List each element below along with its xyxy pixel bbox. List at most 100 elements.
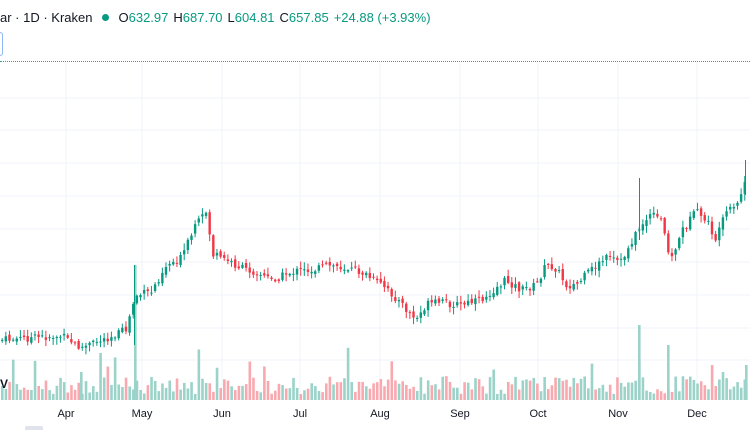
- candle-body: [437, 298, 441, 303]
- volume-bar: [721, 372, 725, 400]
- volume-bar: [22, 387, 26, 400]
- candle-body: [335, 263, 339, 267]
- candle-body: [485, 296, 488, 300]
- x-tick-label: Jul: [293, 408, 307, 420]
- volume-bar: [590, 363, 594, 400]
- candle-body: [135, 295, 139, 304]
- candle-body: [710, 221, 714, 235]
- volume-bar: [274, 390, 277, 400]
- candle-body: [241, 264, 244, 268]
- candle-body: [572, 283, 575, 290]
- candle-body: [379, 278, 382, 283]
- volume-bar: [124, 377, 128, 400]
- candle-body: [157, 282, 160, 284]
- candle-body: [1, 339, 4, 341]
- volume-bar: [139, 389, 142, 400]
- volume-bar: [517, 389, 521, 400]
- candle-body: [70, 339, 73, 343]
- low-value: 604.81: [234, 9, 275, 25]
- volume-bar: [401, 381, 404, 400]
- volume-bar: [408, 388, 412, 400]
- candle-body: [743, 181, 746, 194]
- candle-body: [252, 271, 255, 275]
- candle-body: [233, 259, 237, 268]
- scroll-handle[interactable]: [25, 426, 43, 430]
- candle-body: [277, 279, 281, 281]
- volume-bar: [670, 391, 674, 400]
- candle-body: [51, 338, 55, 340]
- candle-body: [212, 235, 215, 257]
- candle-body: [321, 264, 324, 266]
- volume-bar: [579, 378, 583, 400]
- change-value: +24.88 (+3.93%): [333, 9, 431, 25]
- volume-bar: [102, 377, 106, 400]
- volume-bar: [372, 383, 375, 400]
- candle-body: [663, 218, 666, 234]
- volume-bar: [73, 389, 77, 400]
- volume-bar: [452, 387, 455, 400]
- volume-bar: [33, 360, 37, 400]
- x-tick-label: Apr: [57, 408, 74, 420]
- volume-bar: [248, 361, 252, 400]
- candle-body: [641, 224, 645, 231]
- candle-body: [554, 269, 557, 272]
- volume-bar: [557, 378, 561, 400]
- volume-bar: [663, 393, 667, 400]
- volume-bar: [725, 378, 728, 400]
- candle-body: [179, 254, 182, 265]
- volume-bar: [470, 389, 474, 400]
- close-label: C: [279, 9, 289, 25]
- volume-bar: [153, 380, 157, 400]
- volume-bar: [128, 386, 131, 400]
- indicator-toggle-button[interactable]: [0, 32, 3, 56]
- volume-bar: [375, 382, 379, 400]
- symbol-title[interactable]: ar · 1D · Kraken: [0, 9, 93, 25]
- volume-bar: [44, 380, 48, 400]
- volume-bar: [146, 385, 150, 400]
- volume-bar: [80, 372, 83, 400]
- close-value: 657.85: [288, 9, 329, 25]
- candle-body: [33, 334, 37, 336]
- candle-body: [44, 337, 48, 340]
- candle-body: [568, 285, 572, 289]
- candle-body: [707, 220, 710, 222]
- candle-body: [248, 267, 251, 273]
- candle-body: [415, 317, 419, 319]
- candle-body: [139, 295, 142, 298]
- candle-body: [492, 293, 495, 298]
- candle-body: [175, 262, 179, 264]
- volume-bar: [310, 383, 313, 400]
- volume-bar: [736, 382, 739, 400]
- candle-body: [77, 341, 80, 349]
- candle-body: [634, 231, 637, 245]
- candle-body: [146, 289, 149, 292]
- candle-body: [397, 300, 401, 302]
- current-price-line: [0, 61, 750, 62]
- volume-bar: [193, 393, 197, 400]
- volume-bar: [477, 379, 481, 400]
- candle-body: [223, 255, 226, 258]
- candle-body: [692, 211, 695, 218]
- volume-bar: [183, 382, 186, 400]
- volume-bar: [623, 386, 627, 400]
- low-label: L: [227, 9, 235, 25]
- volume-bar: [230, 386, 233, 400]
- candle-body: [459, 302, 463, 304]
- candle-body: [714, 233, 717, 241]
- volume-bar: [703, 385, 707, 400]
- candle-body: [361, 272, 364, 275]
- volume-bar: [641, 377, 645, 400]
- volume-bar: [481, 386, 485, 400]
- candle-body: [66, 335, 69, 338]
- x-tick-label: Dec: [687, 408, 707, 420]
- volume-bar: [616, 377, 619, 400]
- volume-bar: [197, 349, 201, 400]
- candle-body: [84, 345, 88, 348]
- volume-bar: [299, 393, 303, 400]
- candle-body: [113, 337, 117, 339]
- volume-bar: [328, 376, 332, 400]
- volume-bar: [390, 361, 394, 400]
- candle-body: [375, 278, 379, 281]
- candle-body: [164, 267, 168, 275]
